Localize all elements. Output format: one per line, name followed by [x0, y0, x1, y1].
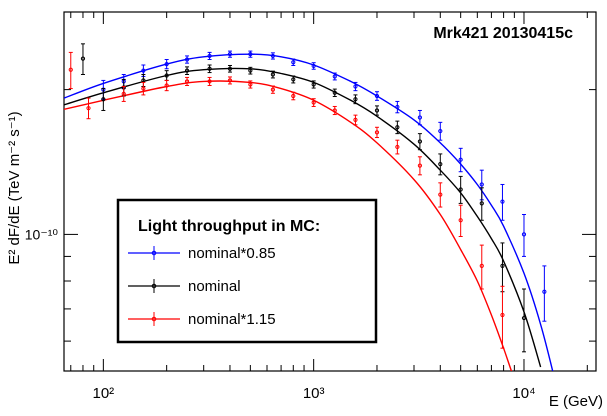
y-axis-label: E² dF/dE (TeV m⁻² s⁻¹) — [6, 111, 23, 264]
fit-curve-nominal*0.85 — [64, 53, 554, 371]
data-point — [248, 68, 253, 73]
data-point — [479, 182, 484, 187]
data-point — [164, 83, 169, 88]
data-point — [207, 66, 212, 71]
x-axis-label: E (GeV) — [549, 393, 603, 410]
data-point — [227, 52, 233, 57]
x-tick-label: 10⁴ — [512, 385, 535, 402]
data-point — [374, 93, 380, 99]
data-point — [311, 100, 316, 105]
data-point — [270, 53, 276, 59]
data-point — [438, 162, 443, 167]
data-point — [374, 108, 380, 113]
data-point — [164, 73, 169, 78]
legend-title: Light throughput in MC: — [138, 218, 320, 235]
data-point — [438, 128, 443, 134]
data-point — [86, 106, 91, 111]
data-point — [141, 86, 146, 91]
data-point — [458, 157, 463, 162]
data-point — [500, 312, 505, 318]
data-point — [227, 66, 233, 71]
data-point — [101, 97, 106, 102]
legend-marker — [151, 283, 157, 289]
data-point — [521, 232, 527, 237]
data-point — [417, 163, 423, 168]
data-point — [332, 74, 337, 79]
data-point — [479, 263, 484, 269]
chart-title: Mrk421 20130415c — [433, 25, 573, 42]
axis-ticks: 10² 10³ 10⁴ 10⁻¹⁰ — [25, 12, 596, 402]
data-point — [332, 108, 337, 113]
fit-curves — [64, 53, 554, 371]
data-point — [458, 218, 463, 223]
data-point — [184, 79, 190, 84]
data-point — [353, 97, 358, 102]
data-point — [227, 78, 233, 83]
data-point — [184, 68, 190, 73]
data-point — [374, 130, 380, 135]
legend-label: nominal — [188, 278, 241, 295]
legend: Light throughput in MC: nominal*0.85 nomi… — [116, 198, 378, 344]
data-point — [248, 82, 253, 87]
data-point — [353, 84, 358, 89]
data-point — [164, 61, 169, 67]
data-point — [417, 139, 423, 144]
data-point — [417, 115, 423, 120]
y-tick-label: 10⁻¹⁰ — [25, 226, 59, 242]
data-point — [270, 87, 276, 92]
data-point — [291, 93, 296, 99]
fit-curve-nominal — [64, 67, 542, 368]
data-point — [270, 72, 276, 77]
data-point — [291, 77, 296, 82]
data-point — [207, 79, 212, 84]
x-tick-label: 10² — [93, 385, 115, 402]
legend-label: nominal*1.15 — [188, 311, 276, 328]
data-point — [438, 192, 443, 197]
data-point — [248, 52, 253, 57]
data-point — [68, 67, 73, 72]
data-point — [353, 117, 358, 123]
data-point — [141, 68, 146, 73]
data-point — [311, 82, 316, 87]
data-point — [184, 57, 190, 62]
data-point — [395, 104, 400, 110]
data-point — [458, 187, 463, 192]
data-point — [542, 289, 547, 294]
data-point — [291, 60, 296, 65]
data-point — [395, 144, 400, 150]
data-point — [521, 315, 527, 321]
legend-marker — [151, 250, 157, 256]
data-points — [68, 43, 547, 353]
plot-frame — [63, 11, 597, 372]
legend-label: nominal*0.85 — [188, 245, 276, 262]
legend-box — [116, 198, 378, 344]
data-point — [479, 201, 484, 206]
data-point — [121, 91, 126, 96]
legend-marker — [151, 316, 157, 322]
data-point — [311, 63, 316, 69]
data-point — [332, 90, 337, 95]
data-point — [500, 199, 505, 204]
data-point — [80, 56, 86, 61]
fit-curve-nominal*1.15 — [64, 80, 513, 371]
data-point — [207, 53, 212, 59]
data-point — [500, 263, 505, 269]
data-point — [395, 125, 400, 130]
x-tick-label: 10³ — [303, 385, 325, 402]
